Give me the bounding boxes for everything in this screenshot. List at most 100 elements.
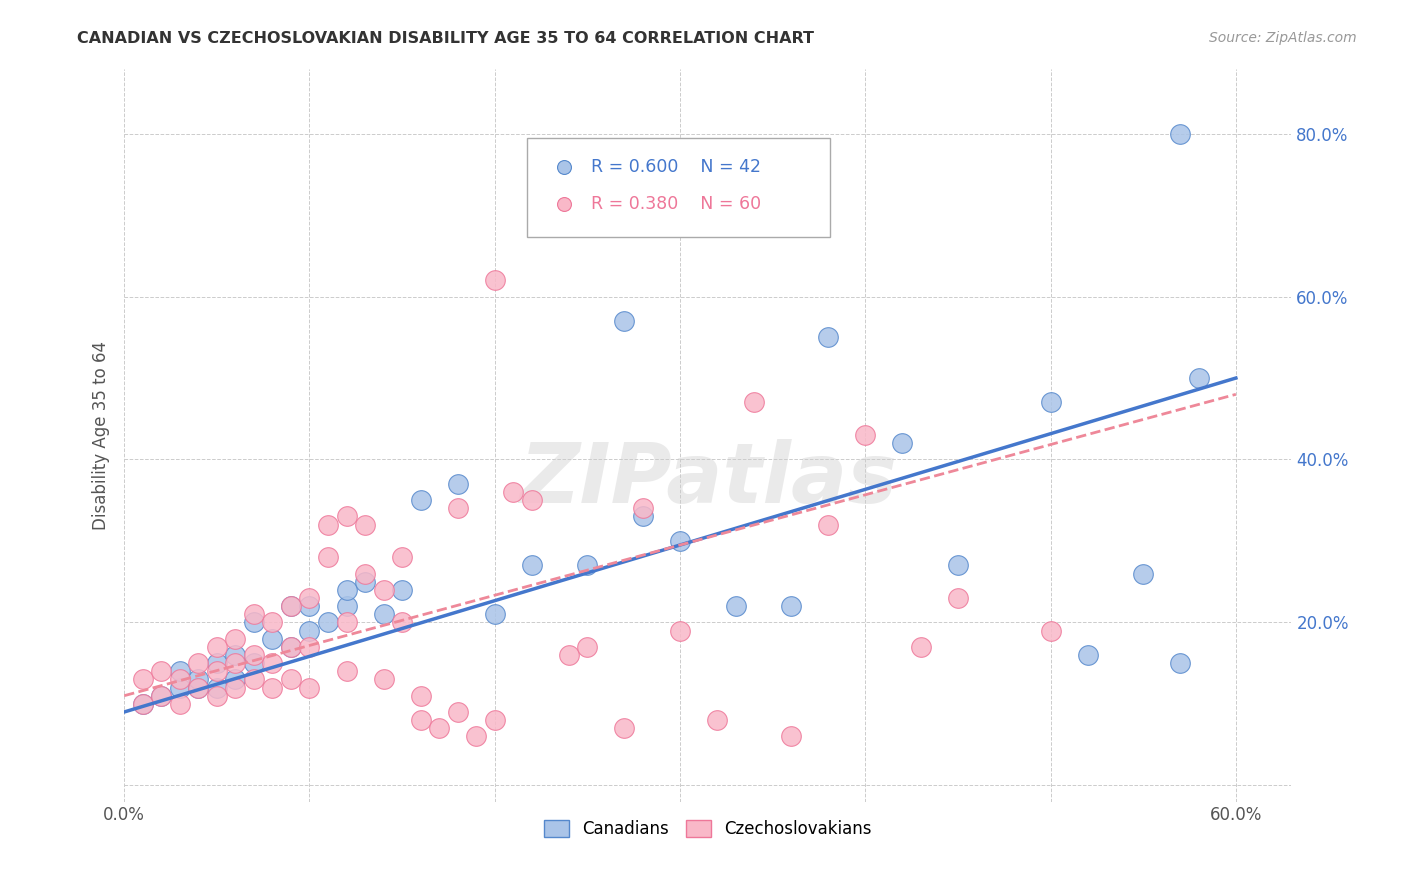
Point — [946, 591, 969, 605]
Point — [132, 697, 155, 711]
Point — [484, 713, 506, 727]
Point — [891, 436, 914, 450]
Point — [706, 713, 728, 727]
Point — [613, 721, 636, 735]
Point — [280, 640, 302, 654]
Point — [243, 656, 266, 670]
Point — [150, 689, 173, 703]
Point — [447, 705, 470, 719]
Point — [150, 665, 173, 679]
Point — [243, 615, 266, 630]
Point — [1039, 624, 1062, 638]
Point — [335, 665, 357, 679]
Point — [391, 550, 413, 565]
Point — [373, 607, 395, 622]
Point — [817, 517, 839, 532]
Point — [316, 517, 339, 532]
Point — [335, 599, 357, 613]
Point — [465, 730, 488, 744]
Point — [224, 681, 246, 695]
Point — [576, 640, 599, 654]
Point — [724, 599, 747, 613]
Text: R = 0.600    N = 42: R = 0.600 N = 42 — [591, 159, 761, 177]
Point — [316, 550, 339, 565]
Point — [298, 681, 321, 695]
Text: CANADIAN VS CZECHOSLOVAKIAN DISABILITY AGE 35 TO 64 CORRELATION CHART: CANADIAN VS CZECHOSLOVAKIAN DISABILITY A… — [77, 31, 814, 46]
Point — [187, 656, 209, 670]
Point — [1168, 127, 1191, 141]
Point — [409, 689, 432, 703]
Point — [946, 558, 969, 573]
Point — [335, 509, 357, 524]
Point — [316, 615, 339, 630]
Point — [335, 615, 357, 630]
Point — [298, 591, 321, 605]
Point — [447, 477, 470, 491]
Point — [354, 574, 377, 589]
Point — [224, 632, 246, 646]
Point — [243, 648, 266, 662]
Text: R = 0.380    N = 60: R = 0.380 N = 60 — [591, 195, 761, 213]
Point — [742, 395, 765, 409]
Point — [1039, 395, 1062, 409]
Point — [1168, 656, 1191, 670]
Point — [205, 689, 228, 703]
Point — [169, 681, 191, 695]
Point — [187, 681, 209, 695]
Point — [150, 689, 173, 703]
Point — [169, 673, 191, 687]
Point — [280, 673, 302, 687]
Point — [1188, 371, 1211, 385]
Point — [502, 485, 524, 500]
Point — [243, 673, 266, 687]
Point — [224, 673, 246, 687]
Point — [132, 697, 155, 711]
Point — [391, 582, 413, 597]
Point — [262, 632, 284, 646]
Point — [520, 493, 543, 508]
Point — [520, 558, 543, 573]
Point — [484, 607, 506, 622]
Point — [910, 640, 932, 654]
Point — [205, 681, 228, 695]
Point — [409, 713, 432, 727]
Point — [280, 599, 302, 613]
Point — [298, 624, 321, 638]
Point — [780, 730, 803, 744]
Point — [262, 615, 284, 630]
Point — [262, 656, 284, 670]
Text: ZIPatlas: ZIPatlas — [519, 439, 897, 519]
Point — [631, 509, 654, 524]
Legend: Canadians, Czechoslovakians: Canadians, Czechoslovakians — [537, 813, 879, 845]
Point — [205, 640, 228, 654]
Point — [187, 681, 209, 695]
Point — [373, 673, 395, 687]
Point — [669, 624, 692, 638]
Point — [391, 615, 413, 630]
Point — [447, 501, 470, 516]
Y-axis label: Disability Age 35 to 64: Disability Age 35 to 64 — [93, 341, 110, 530]
Point — [187, 673, 209, 687]
Point — [1077, 648, 1099, 662]
Point — [484, 273, 506, 287]
Point — [132, 673, 155, 687]
Point — [811, 74, 834, 88]
Point — [354, 566, 377, 581]
Point — [817, 330, 839, 344]
Point — [354, 517, 377, 532]
Point — [224, 648, 246, 662]
Point — [780, 599, 803, 613]
Point — [669, 533, 692, 548]
Point — [1132, 566, 1154, 581]
Point — [169, 697, 191, 711]
Point — [373, 582, 395, 597]
Point — [280, 640, 302, 654]
Point — [298, 599, 321, 613]
Point — [205, 656, 228, 670]
Point — [811, 114, 834, 128]
Point — [298, 640, 321, 654]
FancyBboxPatch shape — [527, 138, 831, 237]
Point — [853, 428, 876, 442]
Point — [205, 665, 228, 679]
Point — [576, 558, 599, 573]
